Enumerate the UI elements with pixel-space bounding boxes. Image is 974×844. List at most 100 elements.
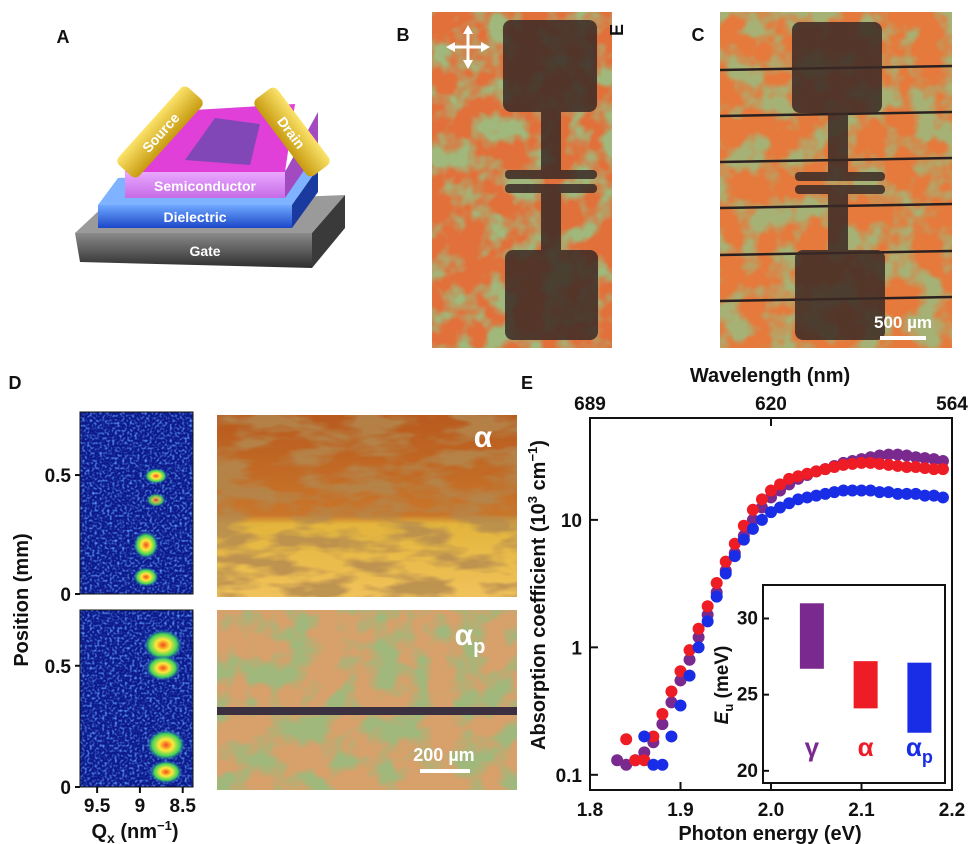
x2-axis-label: Wavelength (nm): [690, 365, 850, 387]
data-point: [937, 491, 949, 503]
data-point: [702, 615, 714, 627]
device-illustration: Source Drain Semiconductor Dielectric Ga…: [75, 84, 345, 268]
data-point: [711, 591, 723, 603]
heatmap-noise: [80, 412, 193, 594]
data-point: [720, 567, 732, 579]
pad: [795, 250, 885, 340]
heatmap-peak: [144, 468, 168, 484]
inset-y-label: Eu (meV): [712, 646, 736, 725]
data-point: [738, 534, 750, 546]
y-tick-label: 1: [571, 638, 582, 659]
x2-tick-label: 564: [936, 394, 968, 415]
y-tick-label: 0.1: [556, 766, 583, 787]
x-tick-label: 8.5: [170, 796, 197, 817]
range-bar: [907, 663, 931, 733]
data-point: [656, 708, 668, 720]
data-point: [693, 641, 705, 653]
x-tick-label: 9: [135, 796, 146, 817]
heatmap-peak: [146, 493, 166, 507]
panel-letter: E: [521, 373, 533, 393]
data-point: [675, 699, 687, 711]
data-point: [665, 686, 677, 698]
x-tick-label: 1.8: [577, 800, 603, 821]
heatmap-peak: [149, 760, 183, 784]
category-label: γ: [805, 732, 820, 762]
data-point: [711, 577, 723, 589]
scan-line: [217, 707, 517, 715]
x2-tick-label: 620: [755, 394, 787, 415]
micrograph-alpha-p: αp 200 µm: [217, 610, 517, 790]
electrode: [795, 185, 885, 194]
heatmap-peak: [146, 729, 186, 761]
x-tick-label: 2.0: [758, 800, 784, 821]
data-point: [756, 514, 768, 526]
category-subscript: p: [922, 747, 933, 767]
dielectric-label: Dielectric: [163, 209, 226, 225]
y-tick-label: 25: [737, 685, 759, 706]
data-point: [656, 759, 668, 771]
figure: A Source Drain Semiconductor Dielectric …: [0, 0, 974, 844]
x2-tick-label: 689: [574, 394, 606, 415]
channel: [828, 110, 848, 172]
pad: [505, 250, 598, 340]
x-tick-label: 2.1: [848, 800, 875, 821]
y-tick-label: 20: [737, 761, 758, 782]
micrograph-b: E: [432, 12, 627, 348]
micrograph-alpha: α: [217, 415, 517, 597]
x-tick-label: 1.9: [667, 800, 693, 821]
x-tick-label: 2.2: [939, 800, 965, 821]
micrograph-c: 500 µm: [720, 12, 952, 348]
y-tick-label: 0: [60, 585, 71, 606]
y-axis-label: Position (mm): [11, 533, 33, 666]
y-tick-label: 0.5: [45, 657, 72, 678]
micrograph-texture: [217, 415, 517, 597]
data-point: [747, 523, 759, 535]
panel-letter: D: [9, 373, 22, 393]
data-point: [937, 463, 949, 475]
phase-label: α: [474, 421, 493, 454]
electrode: [505, 170, 597, 179]
device-shadow: [792, 22, 885, 340]
gate-label: Gate: [189, 243, 220, 259]
data-point: [702, 600, 714, 612]
heatmap-peak: [133, 567, 159, 587]
scale-bar-label: 500 µm: [874, 313, 932, 332]
scale-bar-label: 200 µm: [413, 745, 474, 765]
category-name: α: [858, 732, 874, 762]
electrode: [795, 172, 885, 181]
channel: [541, 110, 561, 170]
pad: [792, 22, 882, 113]
pad: [503, 20, 597, 112]
range-bar: [854, 661, 878, 708]
data-point: [665, 730, 677, 742]
data-point: [684, 670, 696, 682]
y-tick-label: 0.5: [45, 466, 72, 487]
electrode: [505, 184, 597, 193]
heatmaps: [80, 412, 193, 787]
category-name: γ: [805, 732, 820, 762]
data-point: [729, 550, 741, 562]
range-bar: [800, 603, 824, 668]
panel-letter: A: [57, 27, 70, 47]
data-point: [638, 730, 650, 742]
y-tick-label: 0: [60, 778, 71, 799]
panel-letter: B: [397, 25, 410, 45]
data-point: [747, 504, 759, 516]
orientation-mark: E: [607, 24, 627, 36]
x-tick-label: 9.5: [84, 796, 111, 817]
category-name: α: [906, 732, 922, 762]
category-label: α: [858, 732, 874, 762]
heatmap-peak: [145, 655, 181, 681]
data-point: [620, 733, 632, 745]
heatmap-peak: [133, 531, 159, 559]
data-point: [756, 493, 768, 505]
y-axis-label: Absorption coefficient (103 cm−1): [525, 440, 550, 750]
panel-letter: C: [692, 25, 705, 45]
semiconductor-label: Semiconductor: [154, 178, 256, 194]
channel: [541, 192, 561, 252]
x-axis-label: Photon energy (eV): [678, 823, 861, 844]
channel: [828, 193, 848, 253]
y-tick-label: 10: [561, 511, 582, 532]
x-axis-label: Qx (nm−1): [91, 818, 178, 844]
y-tick-label: 30: [737, 609, 758, 630]
